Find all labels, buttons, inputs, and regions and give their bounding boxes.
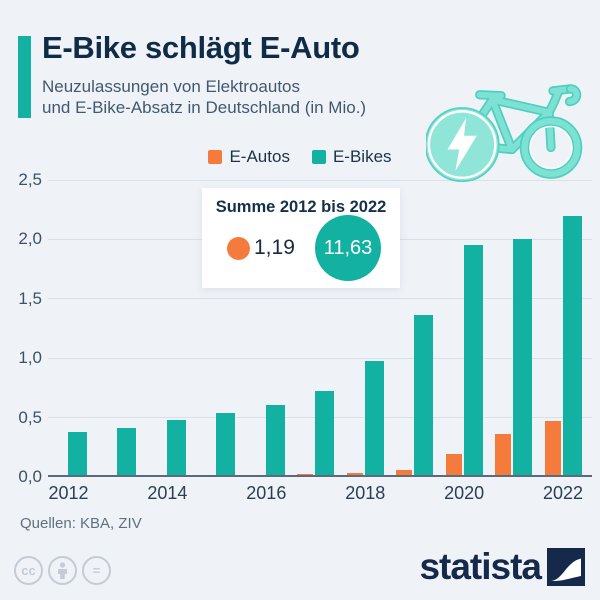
lightning-bolt-icon bbox=[447, 118, 477, 171]
e-autos-swatch bbox=[208, 150, 223, 164]
callout-title: Summe 2012 bis 2022 bbox=[215, 198, 387, 216]
bar-e-bikes-2021 bbox=[513, 239, 533, 477]
bar-e-bikes-2018 bbox=[364, 360, 384, 477]
gridline bbox=[48, 179, 592, 181]
chart-title: E-Bike schlägt E-Auto bbox=[42, 30, 360, 65]
bar-e-bikes-2015 bbox=[216, 412, 236, 477]
y-tick-label: 0,0 bbox=[18, 467, 42, 486]
x-tick-label: 2020 bbox=[444, 483, 485, 503]
x-axis-line bbox=[48, 475, 592, 477]
e-autos-label: E-Autos bbox=[229, 147, 290, 166]
bar-e-bikes-2019 bbox=[414, 315, 434, 477]
x-tick-label: 2012 bbox=[48, 483, 89, 503]
gridline bbox=[48, 298, 592, 300]
x-tick-label: 2022 bbox=[543, 483, 584, 503]
bar-e-autos-2021 bbox=[495, 434, 512, 477]
bar-e-autos-2022 bbox=[544, 421, 561, 477]
callout-values: 1,19 11,63 bbox=[202, 215, 400, 287]
bar-e-bikes-2012 bbox=[68, 431, 87, 477]
e-bikes-label: E-Bikes bbox=[332, 147, 392, 166]
bar-e-bikes-2016 bbox=[265, 404, 285, 477]
e-autos-sum-dot bbox=[227, 237, 250, 260]
y-tick-label: 0,5 bbox=[18, 407, 42, 427]
bar-e-bikes-2014 bbox=[166, 419, 186, 477]
attribution-icon[interactable] bbox=[48, 556, 77, 585]
y-tick-label: 1,0 bbox=[18, 348, 42, 368]
e-bikes-sum-value: 11,63 bbox=[323, 236, 373, 259]
legend: E-Autos E-Bikes bbox=[0, 147, 600, 167]
gridline bbox=[48, 357, 592, 359]
bar-e-autos-2020 bbox=[445, 454, 462, 477]
person-glyph bbox=[58, 562, 67, 579]
bar-e-autos-2019 bbox=[396, 469, 413, 477]
legend-item-e-autos: E-Autos bbox=[208, 147, 290, 167]
bar-e-autos-2018 bbox=[346, 472, 363, 477]
license-badges: cc = bbox=[14, 556, 111, 585]
y-axis-labels: 0,0 0,5 1,0 1,5 2,0 2,5 bbox=[0, 170, 42, 486]
e-autos-sum-value: 1,19 bbox=[254, 236, 295, 259]
legend-item-e-bikes: E-Bikes bbox=[311, 147, 392, 167]
no-derivatives-icon[interactable]: = bbox=[82, 556, 111, 585]
x-tick-label: 2018 bbox=[345, 483, 386, 503]
y-tick-label: 2,0 bbox=[18, 229, 42, 249]
x-tick-label: 2014 bbox=[147, 483, 188, 503]
e-bikes-swatch bbox=[311, 150, 326, 164]
y-tick-label: 1,5 bbox=[18, 288, 42, 308]
y-tick-label: 2,5 bbox=[18, 170, 42, 189]
e-bikes-sum-circle: 11,63 bbox=[315, 215, 381, 281]
cc-icon[interactable]: cc bbox=[14, 556, 43, 585]
bar-e-bikes-2013 bbox=[117, 428, 137, 477]
x-tick-label: 2016 bbox=[246, 483, 287, 503]
source-note: Quellen: KBA, ZIV bbox=[20, 515, 142, 532]
statista-wordmark: statista bbox=[419, 546, 542, 587]
bar-e-bikes-2022 bbox=[562, 215, 582, 477]
statista-logo[interactable]: statista bbox=[419, 546, 585, 588]
title-accent-bar bbox=[18, 36, 31, 118]
summary-callout: Summe 2012 bis 2022 1,19 11,63 bbox=[202, 188, 400, 288]
bar-e-bikes-2020 bbox=[463, 245, 483, 477]
bar-e-bikes-2017 bbox=[315, 391, 335, 477]
chart-subtitle: Neuzulassungen von Elektroautos und E-Bi… bbox=[42, 76, 366, 118]
subtitle-line-1: Neuzulassungen von Elektroautos bbox=[42, 77, 300, 96]
statista-logo-mark bbox=[547, 548, 585, 586]
subtitle-line-2: und E-Bike-Absatz in Deutschland (in Mio… bbox=[42, 98, 367, 117]
ebike-icon bbox=[426, 84, 583, 183]
